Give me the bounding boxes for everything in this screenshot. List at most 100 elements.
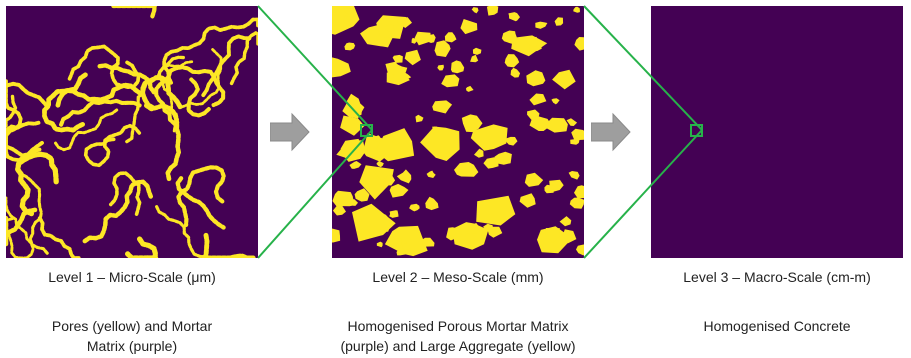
aggregate-particle — [501, 30, 518, 44]
aggregate-particle — [389, 183, 409, 198]
aggregate-particle — [476, 195, 516, 226]
aggregate-particle — [568, 171, 580, 180]
aggregate-particle — [519, 193, 536, 208]
aggregate-particle — [483, 223, 494, 232]
pore-path — [59, 98, 142, 127]
aggregate-particle — [384, 175, 396, 186]
pore-path — [125, 236, 159, 258]
pore-path — [6, 79, 42, 163]
aggregate-particle — [332, 228, 341, 243]
aggregate-particle — [373, 135, 380, 142]
aggregate-particle — [389, 210, 399, 218]
pore-path — [201, 34, 253, 98]
pore-path — [66, 44, 141, 90]
aggregate-particle — [375, 128, 415, 162]
aggregate-particle — [411, 37, 418, 44]
aggregate-particle — [571, 128, 584, 141]
pore-path — [82, 179, 154, 244]
aggregate-particle — [396, 248, 407, 256]
aggregate-particle — [454, 162, 479, 177]
aggregate-particle — [559, 216, 572, 227]
aggregate-particle — [504, 54, 520, 68]
aggregate-particle — [461, 114, 483, 133]
aggregate-particle — [508, 12, 520, 22]
aggregate-particle — [376, 241, 383, 248]
micro-scale-image — [6, 6, 258, 258]
aggregate-particle — [384, 225, 428, 257]
aggregate-particle — [425, 196, 439, 211]
pore-path — [97, 63, 157, 95]
aggregate-particle — [483, 157, 499, 169]
pore-path — [42, 72, 88, 133]
level-1-description-line-2: Matrix (purple) — [86, 338, 178, 354]
aggregate-particle — [385, 61, 400, 76]
aggregate-particle — [404, 49, 421, 66]
aggregate-particle — [437, 64, 444, 71]
aggregate-particle — [383, 227, 390, 232]
aggregate-particle — [566, 118, 578, 126]
aggregate-particle — [420, 126, 460, 161]
pore-path — [162, 17, 258, 85]
pore-path — [202, 232, 257, 258]
aggregate-particle — [384, 24, 395, 32]
aggregate-particle — [434, 40, 451, 57]
pore-path — [6, 196, 35, 258]
aggregate-particle — [402, 242, 410, 251]
aggregate-particle — [414, 31, 432, 46]
aggregate-particle — [486, 6, 499, 16]
aggregate-particle — [374, 168, 391, 181]
aggregate-particle — [554, 17, 564, 26]
aggregate-particle — [446, 227, 463, 241]
aggregate-particle — [376, 161, 384, 168]
right-arrow-icon — [590, 112, 631, 152]
aggregate-particle — [392, 238, 403, 246]
pore-path — [175, 176, 226, 230]
aggregate-particle — [474, 148, 484, 158]
aggregate-particle — [526, 70, 546, 87]
level-1-description: Pores (yellow) and Mortar Matrix (purple… — [6, 316, 258, 356]
aggregate-particle — [494, 151, 512, 165]
pore-path — [37, 216, 81, 258]
level-3-description-line-1: Homogenised Concrete — [703, 318, 851, 334]
level-1-title: Level 1 – Micro-Scale (μm) — [48, 269, 216, 285]
level-3-title: Level 3 – Macro-Scale (cm-m) — [683, 269, 871, 285]
aggregate-particle — [537, 122, 548, 131]
aggregate-particle — [392, 68, 412, 83]
aggregate-particle — [525, 36, 538, 47]
aggregate-particle — [392, 54, 403, 63]
aggregate-particle — [444, 32, 457, 43]
aggregate-particle — [380, 214, 388, 220]
aggregate-particle — [460, 19, 478, 35]
pore-path — [19, 172, 49, 255]
aggregate-particle — [570, 139, 580, 145]
aggregate-particle — [552, 69, 576, 90]
pore-path — [154, 65, 226, 126]
aggregate-particle — [535, 21, 548, 29]
aggregate-particle — [396, 169, 412, 184]
level-2-description-line-2: (purple) and Large Aggregate (yellow) — [340, 338, 576, 354]
aggregate-particle — [441, 74, 460, 88]
level-3-description: Homogenised Concrete — [651, 316, 903, 336]
aggregate-particle — [415, 114, 424, 123]
pore-path — [83, 123, 142, 168]
aggregate-particle — [472, 47, 482, 55]
pore-path — [158, 60, 194, 133]
aggregate-particle — [551, 98, 560, 105]
aggregate-particle — [562, 229, 577, 244]
pore-path — [176, 165, 226, 228]
pore-path — [109, 171, 142, 216]
aggregate-particle — [470, 124, 508, 151]
aggregate-particle — [574, 37, 584, 51]
aggregate-particle — [545, 228, 560, 243]
level-2-description: Homogenised Porous Mortar Matrix (purple… — [312, 316, 604, 356]
macro-scale-image — [651, 6, 903, 258]
aggregate-particle — [409, 203, 420, 212]
aggregate-particle — [574, 185, 584, 199]
level-2-description-line-1: Homogenised Porous Mortar Matrix — [347, 318, 569, 334]
aggregate-particle — [467, 223, 481, 234]
aggregate-particle — [524, 172, 544, 187]
pore-path — [6, 94, 18, 128]
meso-scale-image — [332, 6, 584, 258]
pore-path — [186, 77, 211, 118]
aggregate-particle — [392, 138, 400, 145]
